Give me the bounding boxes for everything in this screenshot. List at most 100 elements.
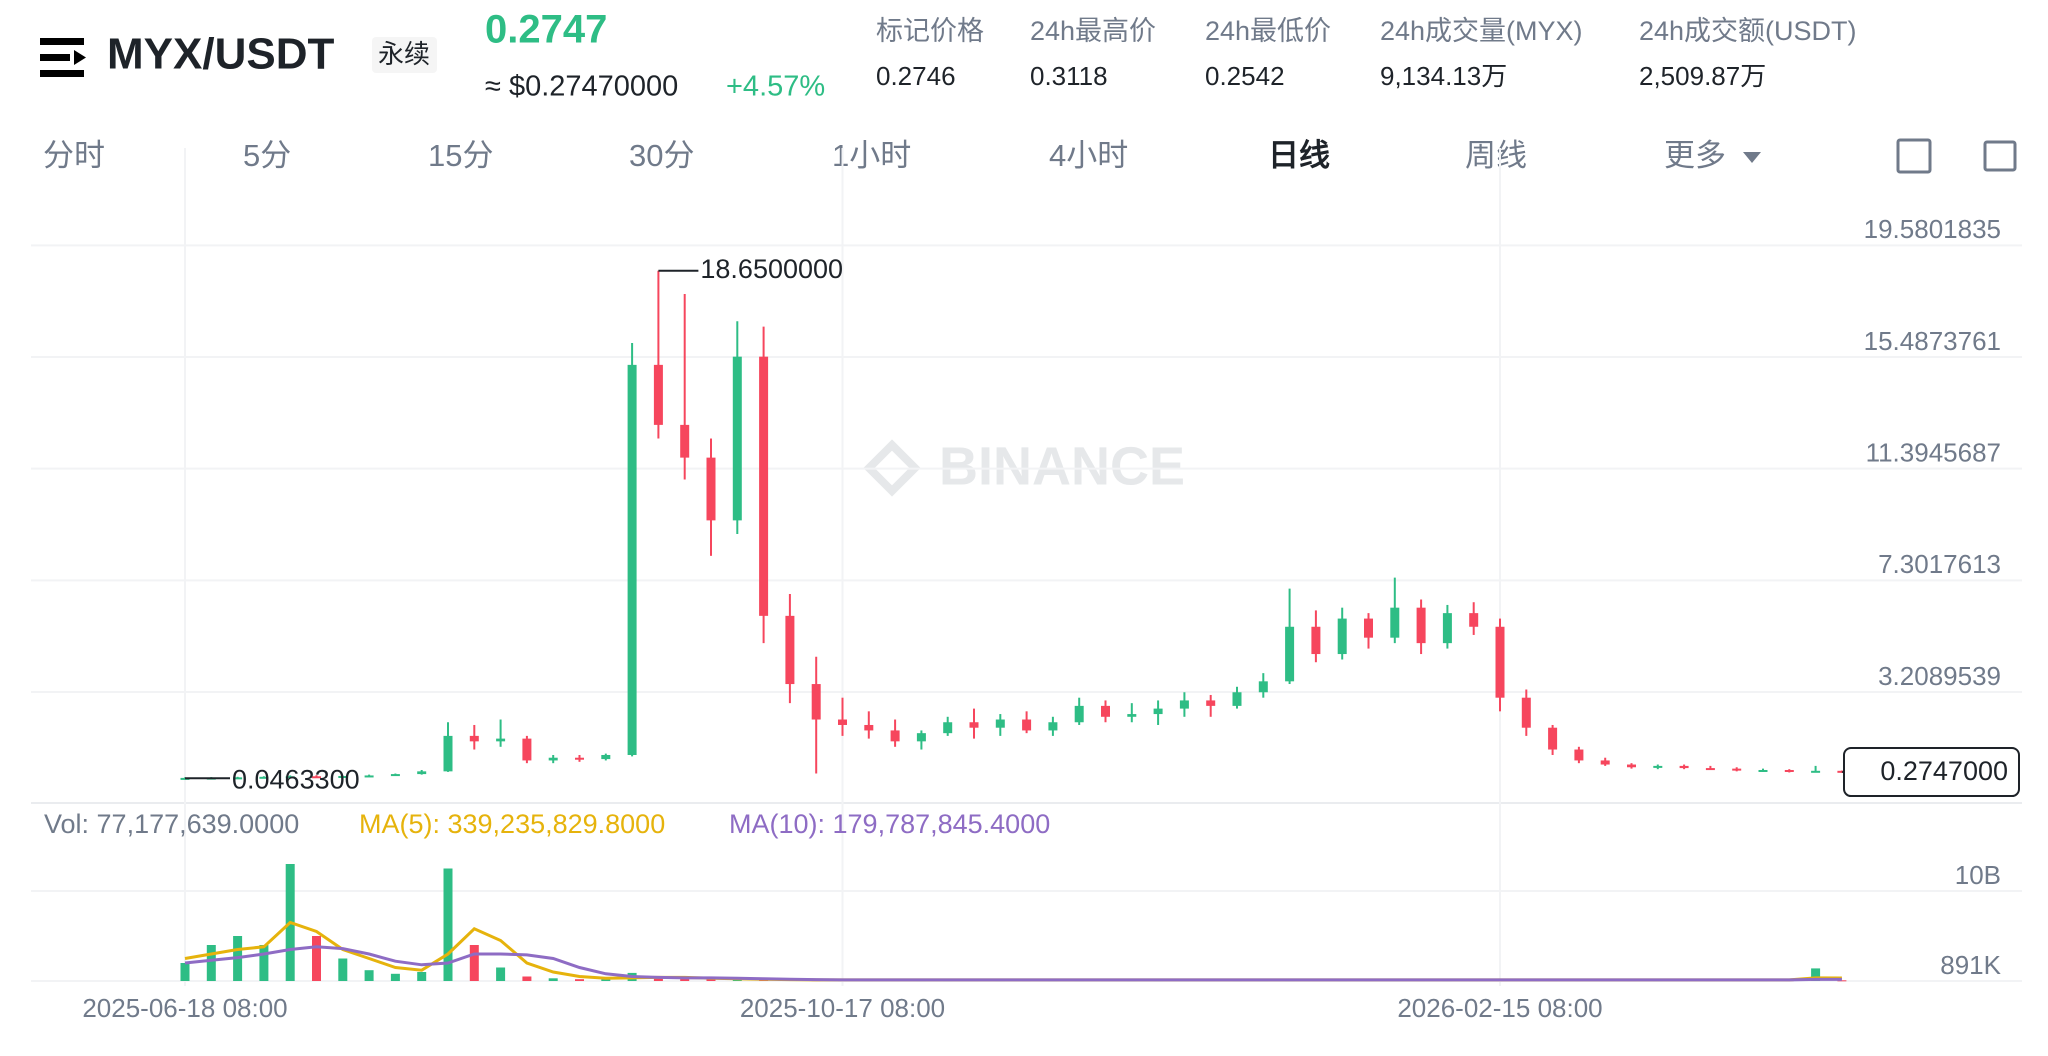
y-tick-label: 11.3945687 [1866, 438, 2001, 468]
candle-body [1469, 613, 1479, 627]
candle-body [1627, 764, 1636, 768]
interval-tab[interactable]: 1小时 [832, 138, 911, 173]
candle-body [417, 771, 427, 775]
candle-body [1364, 618, 1373, 638]
tag-bg [372, 37, 437, 73]
candle-body [1548, 727, 1558, 750]
volume-bar [364, 970, 374, 981]
x-tick-label: 2025-10-17 08:00 [740, 993, 945, 1023]
candle-body [548, 757, 558, 761]
volume-tick-label: 10B [1955, 860, 2001, 890]
y-tick-label: 15.4873761 [1864, 326, 2001, 356]
stat-value: 9,134.13万 [1380, 61, 1507, 91]
candle-body [1074, 705, 1084, 723]
stat-label: 24h成交额(USDT) [1639, 16, 1857, 46]
volume-bar [496, 967, 506, 981]
candle-body [1679, 765, 1689, 769]
candle-body [785, 615, 795, 685]
stat-value: 2,509.87万 [1639, 61, 1766, 91]
candle-body [916, 733, 926, 742]
interval-tab[interactable]: 分时 [43, 138, 105, 173]
candle-body [1101, 705, 1110, 717]
candle-body [285, 776, 295, 779]
volume-bar [259, 945, 269, 981]
interval-tab[interactable]: 15分 [428, 138, 493, 173]
candle-body [364, 775, 374, 778]
candle-body [1232, 692, 1242, 706]
candle-body [496, 738, 506, 742]
candle-body [469, 735, 479, 742]
ma-line [184, 945, 1842, 982]
y-tick-label: 3.2089539 [1878, 661, 2001, 691]
x-tick-label: 2026-02-15 08:00 [1397, 993, 1602, 1023]
ma-legend: MA(5): 339,235,829.8000 [359, 809, 665, 839]
candle-body [1521, 697, 1531, 728]
settings-icon[interactable] [1983, 140, 2017, 172]
candle-body [390, 774, 400, 777]
watermark-logo [863, 439, 921, 497]
volume-bar [443, 868, 453, 981]
volume-bar [1811, 968, 1821, 981]
candle-body [233, 777, 243, 780]
volume-bar [390, 973, 400, 981]
interval-tab[interactable]: 周线 [1465, 138, 1527, 173]
stat-value: 0.2542 [1205, 61, 1285, 91]
candle-body [1784, 769, 1794, 772]
stat-value: 0.3118 [1030, 61, 1108, 91]
price-change: +4.57% [726, 71, 825, 103]
tag: 永续 [378, 39, 430, 69]
menu-arrow [74, 50, 86, 65]
candle-body [1495, 626, 1505, 698]
candle-body [811, 684, 821, 720]
candle-body [575, 757, 584, 760]
stat-label: 24h最高价 [1030, 16, 1156, 46]
candle-body [1732, 768, 1742, 771]
volume-bar [1837, 980, 1847, 982]
candle-body [943, 722, 953, 734]
candle-body [443, 735, 453, 772]
dropdown-arrow [1743, 152, 1761, 163]
x-tick-label: 2025-06-18 08:00 [82, 993, 287, 1023]
volume-tick-label: 891K [1940, 950, 2001, 980]
interval-tab[interactable]: 更多 [1664, 138, 1726, 173]
candle-body [1337, 618, 1347, 655]
volume-bar [469, 945, 479, 981]
volume-legend: Vol: 77,177,639.0000 [44, 809, 299, 839]
volume-bar [706, 978, 716, 981]
approx-price: ≈ $0.27470000 [485, 71, 678, 103]
candle-body [864, 724, 874, 731]
candle-body [706, 457, 716, 521]
watermark: BINANCE [863, 436, 1185, 497]
interval-tab[interactable]: 5分 [243, 138, 291, 173]
volume-bar [601, 979, 611, 981]
volume-bar [206, 945, 216, 981]
pair[interactable]: MYX/USDT [107, 30, 334, 79]
interval-tab[interactable]: 30分 [629, 138, 694, 173]
volume-bar [312, 936, 321, 981]
candle-body [312, 776, 321, 779]
y-tick-label: 19.5801835 [1864, 214, 2001, 244]
candle-body [1600, 760, 1610, 765]
candle-body [627, 364, 637, 755]
menu-icon[interactable] [40, 38, 86, 77]
candle-body [1416, 607, 1426, 644]
candle-body [1705, 768, 1715, 771]
candle-body [1206, 700, 1216, 706]
candle-body [1390, 607, 1400, 638]
candle-body [1653, 765, 1663, 768]
candle-body [838, 719, 847, 725]
stat-value: 0.2746 [876, 61, 956, 91]
last-price-label: 0.2747000 [1880, 756, 2008, 786]
candle-body [759, 356, 769, 616]
candle-body [1574, 749, 1584, 761]
fullscreen-icon[interactable] [1896, 138, 1932, 174]
candle-body [995, 719, 1005, 728]
candle-body [1258, 681, 1268, 693]
candle-body [259, 776, 269, 779]
candle-body [522, 738, 532, 761]
interval-tab[interactable]: 4小时 [1049, 138, 1128, 173]
interval-tab[interactable]: 日线 [1268, 138, 1330, 173]
volume-bar [417, 972, 427, 981]
